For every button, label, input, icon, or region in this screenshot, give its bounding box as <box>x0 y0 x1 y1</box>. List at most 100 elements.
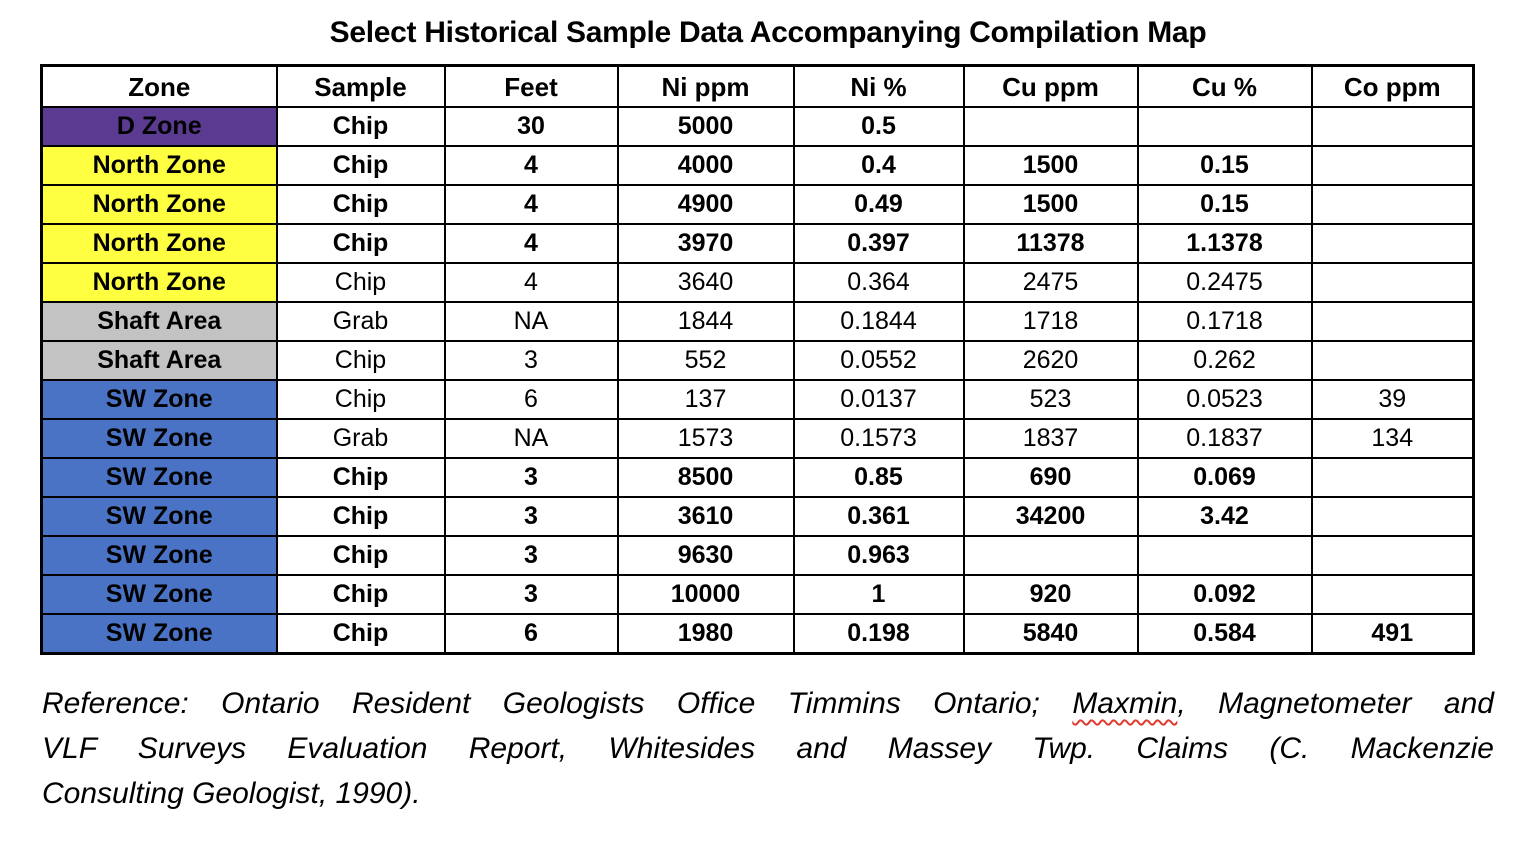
zone-cell: SW Zone <box>40 613 278 655</box>
data-cell: 0.0552 <box>792 340 965 381</box>
data-cell: Grab <box>275 301 446 342</box>
data-cell: 3 <box>443 496 619 537</box>
data-cell: 0.1718 <box>1136 301 1313 342</box>
data-cell: 2620 <box>962 340 1139 381</box>
data-cell: 0.361 <box>792 496 965 537</box>
data-cell: Chip <box>275 574 446 615</box>
data-cell: Chip <box>275 535 446 576</box>
table-header: Zone Sample Feet Ni ppm Ni % Cu ppm Cu % Co ppm <box>40 64 1475 108</box>
data-cell: 920 <box>962 574 1139 615</box>
reference-line-3: Consulting Geologist, 1990). <box>42 777 421 810</box>
data-cell <box>1136 106 1313 147</box>
column-header: Cu ppm <box>962 64 1139 108</box>
table-header-row: Zone Sample Feet Ni ppm Ni % Cu ppm Cu % Co ppm <box>40 64 1475 108</box>
data-cell: Chip <box>275 613 446 655</box>
data-cell: 1980 <box>616 613 795 655</box>
data-cell: Chip <box>275 262 446 303</box>
data-cell: 1844 <box>616 301 795 342</box>
data-cell: 523 <box>962 379 1139 420</box>
data-cell: 0.1573 <box>792 418 965 459</box>
data-cell: 0.0137 <box>792 379 965 420</box>
table-row: North Zone Chip 4 3640 0.364 2475 0.2475 <box>40 262 1475 303</box>
zone-cell: SW Zone <box>40 457 278 498</box>
column-header: Zone <box>40 64 278 108</box>
data-cell: 4 <box>443 223 619 264</box>
table-body: D Zone Chip 30 5000 0.5 North Zone Chip 4 4000 0.… <box>40 106 1475 655</box>
data-cell: 4900 <box>616 184 795 225</box>
data-cell <box>1310 574 1475 615</box>
zone-cell: North Zone <box>40 145 278 186</box>
data-cell: 3610 <box>616 496 795 537</box>
data-cell <box>1310 262 1475 303</box>
data-cell: 690 <box>962 457 1139 498</box>
data-cell: 1 <box>792 574 965 615</box>
data-cell: 0.584 <box>1136 613 1313 655</box>
column-header: Co ppm <box>1310 64 1475 108</box>
data-cell: 0.397 <box>792 223 965 264</box>
table-row: SW Zone Chip 3 3610 0.361 34200 3.42 <box>40 496 1475 537</box>
data-cell: Chip <box>275 106 446 147</box>
data-cell: 4 <box>443 184 619 225</box>
table-row: Shaft Area Chip 3 552 0.0552 2620 0.262 <box>40 340 1475 381</box>
data-cell: 0.85 <box>792 457 965 498</box>
data-cell: 0.4 <box>792 145 965 186</box>
page-title: Select Historical Sample Data Accompanyi… <box>329 16 1207 49</box>
table-row: SW Zone Chip 3 10000 1 920 0.092 <box>40 574 1475 615</box>
data-cell: 6 <box>443 379 619 420</box>
data-cell: NA <box>443 301 619 342</box>
data-cell <box>1310 340 1475 381</box>
data-cell: 4000 <box>616 145 795 186</box>
data-cell: 1500 <box>962 184 1139 225</box>
reference-line-1: Reference: Ontario Resident Geologists O… <box>42 681 1494 726</box>
column-header: Sample <box>275 64 446 108</box>
reference-text-after-misspelling: , Magnetometer and <box>1177 687 1494 720</box>
data-cell: 491 <box>1310 613 1475 655</box>
data-cell: 0.5 <box>792 106 965 147</box>
column-header: Ni % <box>792 64 965 108</box>
data-cell: 0.15 <box>1136 145 1313 186</box>
data-cell: 4 <box>443 262 619 303</box>
misspelled-word-maxmin: Maxmin <box>1072 687 1178 720</box>
data-cell: 0.262 <box>1136 340 1313 381</box>
data-cell <box>1310 457 1475 498</box>
data-cell: Chip <box>275 223 446 264</box>
data-cell: 0.15 <box>1136 184 1313 225</box>
table-row: SW Zone Chip 6 137 0.0137 523 0.0523 39 <box>40 379 1475 420</box>
zone-cell: Shaft Area <box>40 301 278 342</box>
data-cell: Grab <box>275 418 446 459</box>
column-header: Cu % <box>1136 64 1313 108</box>
table-row: SW Zone Chip 6 1980 0.198 5840 0.584 491 <box>40 613 1475 655</box>
data-cell: 6 <box>443 613 619 655</box>
data-cell: 0.2475 <box>1136 262 1313 303</box>
data-cell: 0.1837 <box>1136 418 1313 459</box>
data-cell: 8500 <box>616 457 795 498</box>
data-cell: 39 <box>1310 379 1475 420</box>
table-row: SW Zone Grab NA 1573 0.1573 1837 0.1837 134 <box>40 418 1475 459</box>
data-cell: 0.198 <box>792 613 965 655</box>
data-cell <box>962 106 1139 147</box>
zone-cell: SW Zone <box>40 496 278 537</box>
data-cell: Chip <box>275 457 446 498</box>
data-cell: 11378 <box>962 223 1139 264</box>
zone-cell: SW Zone <box>40 574 278 615</box>
data-cell: Chip <box>275 184 446 225</box>
data-cell <box>1310 184 1475 225</box>
data-cell: 3 <box>443 535 619 576</box>
table-row: North Zone Chip 4 4900 0.49 1500 0.15 <box>40 184 1475 225</box>
table-row: North Zone Chip 4 3970 0.397 11378 1.1378 <box>40 223 1475 264</box>
data-cell: 3 <box>443 574 619 615</box>
data-cell: 30 <box>443 106 619 147</box>
data-cell: 4 <box>443 145 619 186</box>
data-cell <box>1310 301 1475 342</box>
data-cell: 0.0523 <box>1136 379 1313 420</box>
data-cell: 137 <box>616 379 795 420</box>
data-cell <box>1136 535 1313 576</box>
data-cell: 1.1378 <box>1136 223 1313 264</box>
data-cell: 1573 <box>616 418 795 459</box>
data-cell <box>962 535 1139 576</box>
reference-text-before-misspelling: Reference: Ontario Resident Geologists O… <box>42 687 1073 720</box>
zone-cell: North Zone <box>40 184 278 225</box>
table-row: Shaft Area Grab NA 1844 0.1844 1718 0.1718 <box>40 301 1475 342</box>
data-cell: NA <box>443 418 619 459</box>
historical-sample-table: Zone Sample Feet Ni ppm Ni % Cu ppm Cu % Co ppm… <box>40 64 1475 655</box>
